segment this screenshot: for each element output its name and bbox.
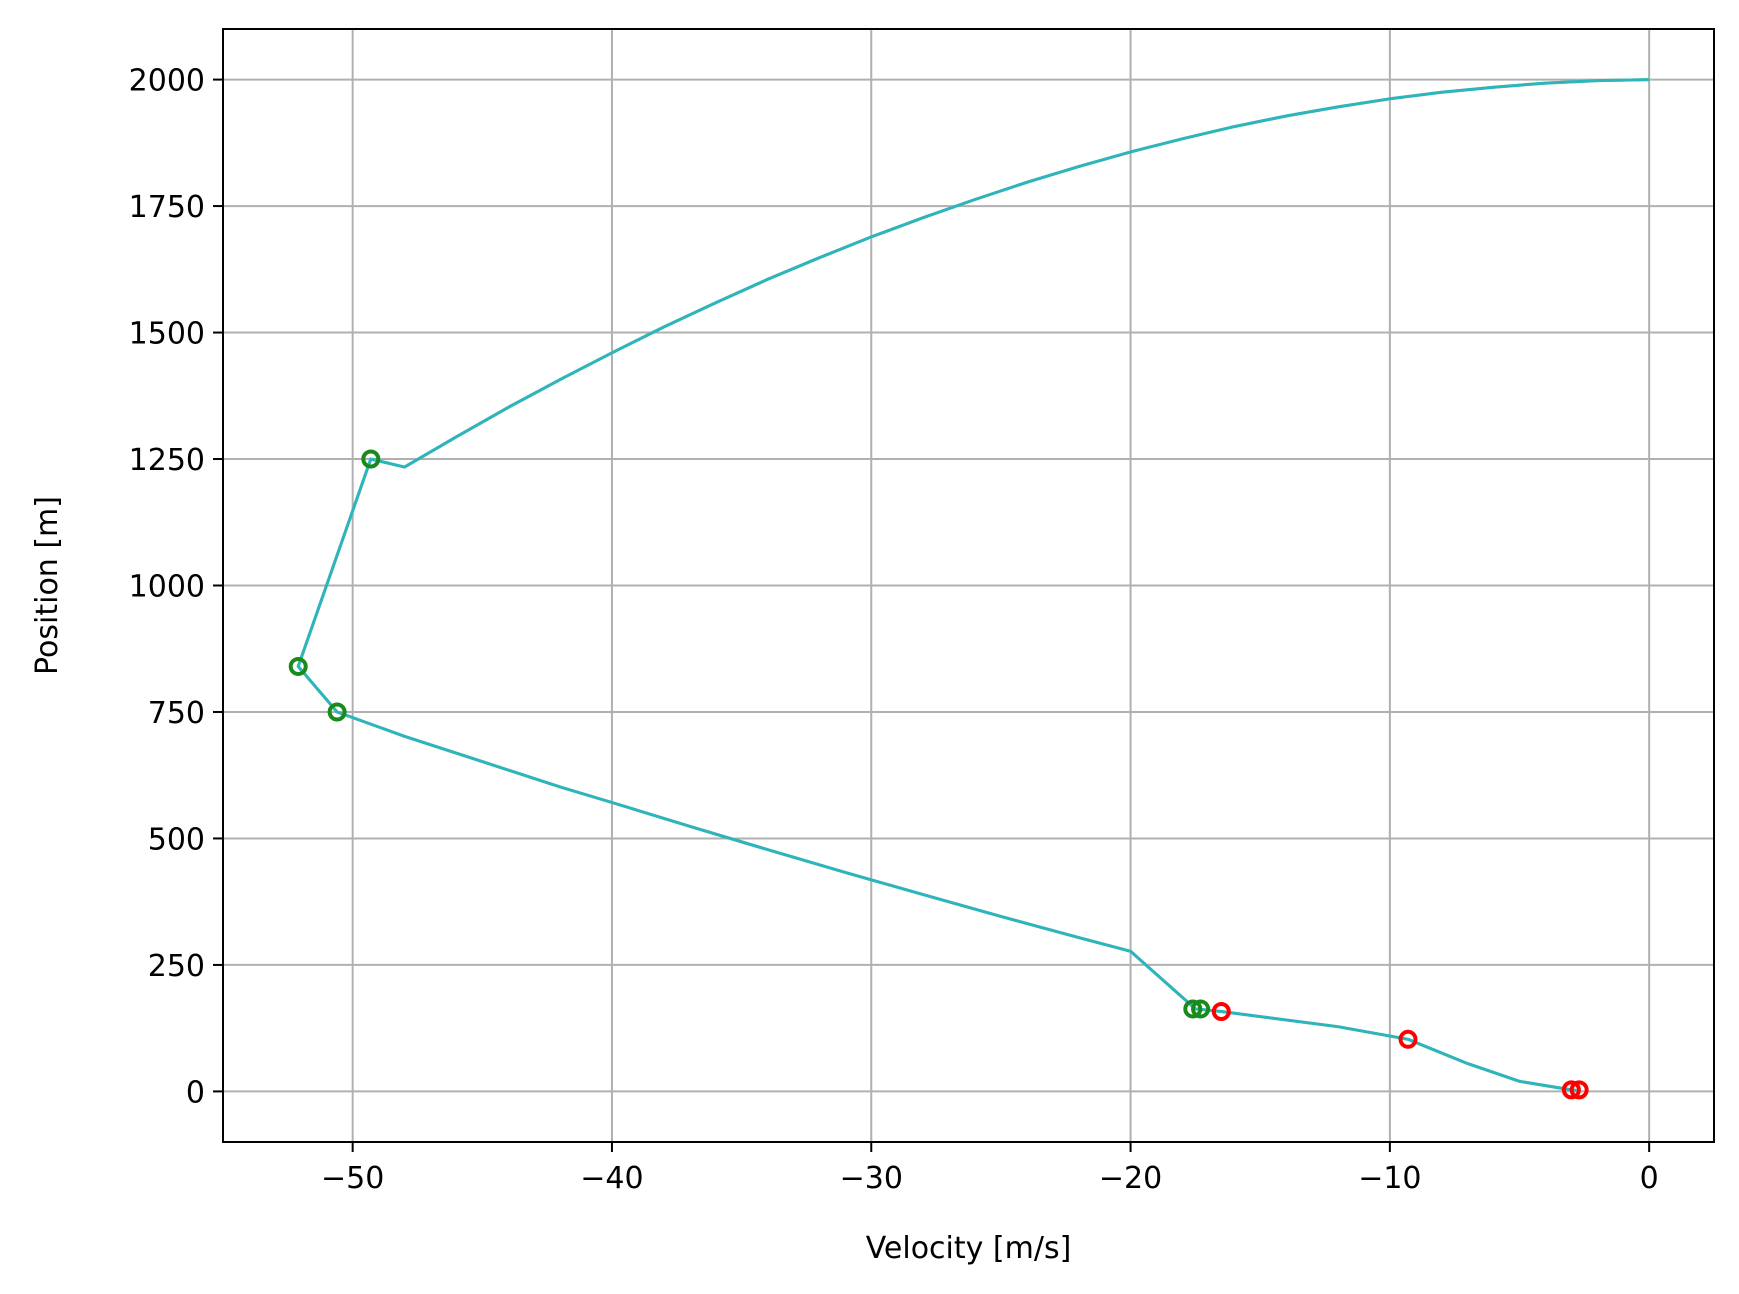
x-axis-label: Velocity [m/s] (866, 1231, 1072, 1266)
x-tick-label: −50 (321, 1161, 384, 1196)
green-marker (327, 702, 347, 722)
y-axis-label: Position [m] (30, 496, 65, 675)
green-marker (1183, 999, 1203, 1019)
x-tick-label: 0 (1640, 1161, 1659, 1196)
y-tick-label: 1500 (129, 317, 205, 352)
y-tick-label: 500 (148, 822, 205, 857)
x-tick-label: −40 (580, 1161, 643, 1196)
red-marker (1569, 1080, 1589, 1100)
x-tick-label: −20 (1099, 1161, 1162, 1196)
y-tick-label: 2000 (129, 64, 205, 99)
tick-layer: −50 −40 −30 −20 −10 0 0 250 500 750 1000 1250 1500 17… (129, 64, 1659, 1196)
red-marker (1398, 1029, 1418, 1049)
y-tick-label: 250 (148, 949, 205, 984)
y-tick-label: 750 (148, 696, 205, 731)
y-tick-label: 1750 (129, 190, 205, 225)
series-layer (296, 78, 1650, 1092)
y-tick-label: 1250 (129, 443, 205, 478)
y-tick-label: 1000 (129, 570, 205, 605)
x-tick-label: −30 (840, 1161, 903, 1196)
y-tick-label: 0 (186, 1075, 205, 1110)
grid (223, 29, 1714, 1142)
green-marker (288, 656, 308, 676)
series-line (296, 78, 1650, 1092)
red-marker (1211, 1001, 1231, 1021)
green-marker (1191, 999, 1211, 1019)
green-marker (361, 449, 381, 469)
x-tick-label: −10 (1358, 1161, 1421, 1196)
marker-layer (288, 449, 1589, 1100)
red-marker (1561, 1080, 1581, 1100)
